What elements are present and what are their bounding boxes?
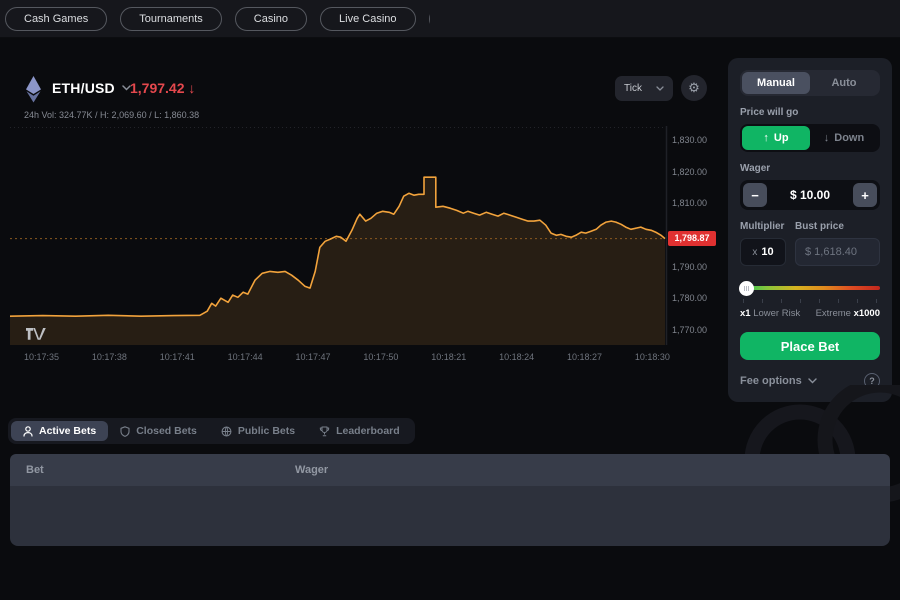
bet-panel: Manual Auto Price will go ↑ Up ↓ Down Wa… (728, 58, 892, 402)
nav-tab-tournaments[interactable]: Tournaments (120, 7, 222, 31)
price-value: 1,797.42 (130, 80, 185, 96)
y-axis-tick: 1,780.00 (672, 293, 708, 304)
x-axis-tick: 10:18:27 (567, 352, 603, 362)
tab-label: Closed Bets (136, 425, 197, 437)
interval-dropdown[interactable]: Tick (615, 76, 673, 101)
gear-icon: ⚙ (688, 80, 700, 95)
bets-table-body (10, 486, 890, 546)
chevron-down-icon (808, 378, 817, 384)
current-price-header: 1,797.42 ↓ (130, 80, 195, 96)
price-down-arrow-icon: ↓ (188, 80, 196, 96)
multiplier-input[interactable]: x 10 (740, 238, 786, 266)
wager-stepper: − $ 10.00 + (740, 180, 880, 210)
y-axis-tick: 1,810.00 (672, 198, 708, 209)
user-icon (23, 425, 33, 437)
multiplier-prefix: x (752, 246, 758, 258)
y-axis-tick: 1,770.00 (672, 324, 708, 335)
risk-min-value: x1 (740, 308, 751, 319)
risk-max-value: x1000 (853, 308, 880, 319)
risk-max-label: Extreme (815, 308, 851, 319)
y-axis-tick: 1,830.00 (672, 135, 708, 146)
price-chart[interactable]: 1,830.001,820.001,810.001,800.001,790.00… (10, 126, 730, 368)
wager-label: Wager (740, 163, 771, 174)
column-header-wager: Wager (295, 464, 329, 476)
bust-price-field: $ 1,618.40 (795, 238, 880, 266)
y-axis-tick: 1,820.00 (672, 166, 708, 177)
nav-tab-list: Cash Games Tournaments Casino Live Casin… (5, 7, 430, 33)
down-label: Down (834, 132, 865, 144)
wager-decrease-button[interactable]: − (743, 183, 767, 207)
tab-public-bets[interactable]: Public Bets (209, 421, 307, 441)
fee-options-label: Fee options (740, 375, 802, 387)
trophy-icon (319, 426, 330, 436)
chart-canvas (10, 126, 668, 345)
price-will-go-label: Price will go (740, 107, 799, 118)
up-label: Up (773, 132, 789, 144)
x-axis-tick: 10:17:44 (227, 352, 263, 362)
top-navigation-bar: Cash Games Tournaments Casino Live Casin… (0, 0, 900, 38)
x-axis-tick: 10:17:47 (295, 352, 331, 362)
risk-min-label: Lower Risk (753, 308, 801, 319)
tab-label: Leaderboard (336, 425, 400, 437)
down-arrow-icon: ↓ (823, 132, 830, 144)
nav-tab-casino[interactable]: Casino (234, 7, 308, 31)
shield-icon (120, 425, 130, 437)
price-line (10, 176, 666, 317)
market-stats: 24h Vol: 324.77K / H: 2,069.60 / L: 1,86… (24, 110, 200, 120)
bets-tab-bar: Active Bets Closed Bets Public Bets Lead… (8, 418, 415, 444)
eth-icon (25, 76, 42, 108)
x-axis-tick: 10:18:24 (499, 352, 535, 362)
x-axis-tick: 10:18:30 (634, 352, 670, 362)
globe-icon (221, 426, 232, 436)
wager-increase-button[interactable]: + (853, 183, 877, 207)
tab-leaderboard[interactable]: Leaderboard (307, 421, 412, 441)
mode-toggle: Manual Auto (740, 70, 880, 96)
current-price-tag: 1,798.87 (668, 231, 716, 247)
tab-label: Active Bets (39, 425, 97, 437)
pair-selector[interactable]: ETH/USD (52, 80, 131, 96)
interval-value: Tick (624, 83, 642, 94)
manual-mode-tab[interactable]: Manual (742, 72, 810, 94)
chart-settings-button[interactable]: ⚙ (681, 75, 707, 101)
risk-slider[interactable] (739, 281, 880, 296)
risk-slider-knob[interactable] (739, 281, 754, 296)
x-axis-tick: 10:17:38 (91, 352, 127, 362)
price-area-fill (10, 177, 665, 345)
x-axis-tick: 10:18:21 (431, 352, 467, 362)
risk-labels: x1 Lower Risk Extreme x1000 (740, 308, 880, 319)
up-button[interactable]: ↑ Up (742, 126, 810, 150)
x-axis-tick: 10:17:50 (363, 352, 399, 362)
risk-slider-ticks (740, 299, 880, 303)
multiplier-value: 10 (761, 246, 774, 258)
fee-options-button[interactable]: Fee options (740, 375, 817, 387)
x-axis-tick: 10:17:35 (24, 352, 60, 362)
bets-table-header: Bet Wager (10, 454, 890, 486)
x-axis-labels: 10:17:35 10:17:38 10:17:41 10:17:44 10:17:47… (24, 352, 670, 362)
place-bet-button[interactable]: Place Bet (740, 332, 880, 360)
tab-active-bets[interactable]: Active Bets (11, 421, 109, 441)
tab-closed-bets[interactable]: Closed Bets (108, 421, 209, 441)
nav-tab-cash-games[interactable]: Cash Games (5, 7, 108, 31)
multiplier-label: Multiplier (740, 221, 785, 232)
chevron-down-icon (656, 86, 664, 91)
tradingview-logo-icon (26, 328, 48, 346)
y-axis-tick: 1,790.00 (672, 261, 708, 272)
x-axis-tick: 10:17:41 (159, 352, 195, 362)
pair-label: ETH/USD (52, 80, 115, 96)
auto-mode-tab[interactable]: Auto (831, 77, 857, 89)
risk-slider-track[interactable] (740, 286, 880, 290)
bust-price-label: Bust price (795, 221, 844, 232)
wager-value[interactable]: $ 10.00 (789, 188, 831, 202)
direction-buttons: ↑ Up ↓ Down (740, 124, 880, 152)
chevron-down-icon (122, 83, 131, 94)
nav-tab-live-casino[interactable]: Live Casino (320, 7, 416, 31)
column-header-bet: Bet (26, 464, 44, 476)
tab-label: Public Bets (237, 425, 296, 437)
nav-tab-sports[interactable]: Sports (428, 7, 430, 31)
down-button[interactable]: ↓ Down (810, 126, 878, 150)
up-arrow-icon: ↑ (763, 132, 769, 144)
